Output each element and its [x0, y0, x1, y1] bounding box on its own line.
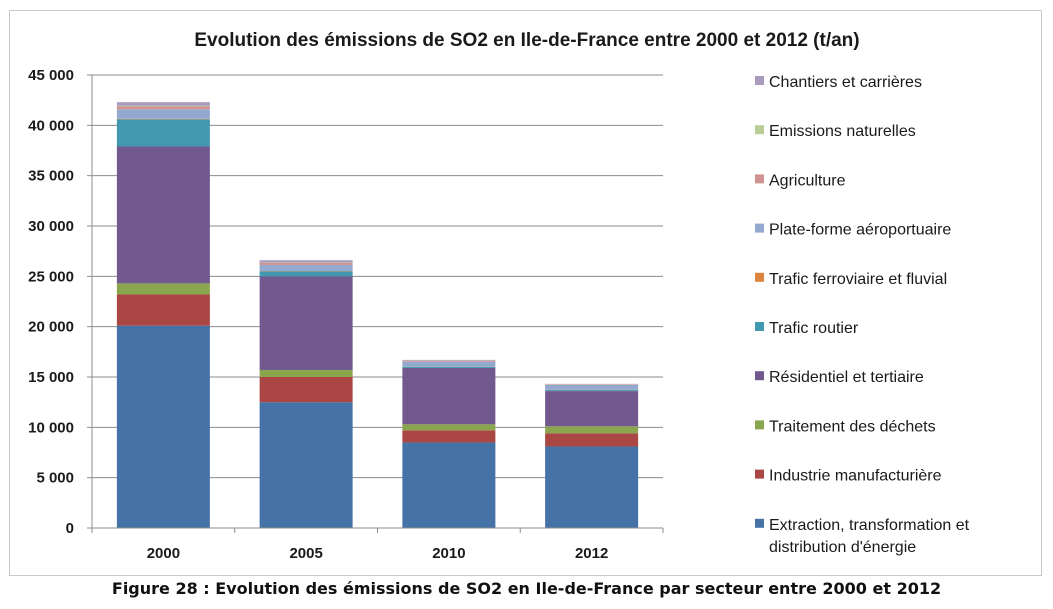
bar-segment	[116, 109, 210, 119]
bar-segment	[402, 424, 496, 431]
legend-label: Trafic routier	[769, 320, 859, 337]
bar-segment	[259, 377, 353, 403]
legend: Chantiers et carrières Emissions naturell…	[755, 74, 970, 556]
y-tick-label: 5 000	[36, 470, 74, 487]
legend-label: Emissions naturelles	[769, 123, 916, 140]
y-tick-label: 25 000	[28, 268, 74, 285]
x-tick-label: 2000	[147, 545, 180, 562]
bar-segment	[116, 106, 210, 110]
bar-segment	[402, 430, 496, 443]
bar-segment	[116, 102, 210, 106]
legend-swatch	[755, 174, 764, 184]
bar-segment	[402, 360, 496, 362]
bar-segment	[116, 119, 210, 147]
bar-segment	[545, 384, 639, 390]
bar-segment	[402, 359, 496, 361]
bar-segment	[259, 402, 353, 528]
legend-swatch	[755, 469, 764, 479]
figure-caption: Figure 28 : Evolution des émissions de S…	[111, 579, 942, 598]
bar-segment	[116, 294, 210, 326]
bar-segment	[545, 390, 639, 392]
y-tick-label: 20 000	[28, 319, 74, 336]
y-axis-ticks: 0 5 000 10 000 15 000 20 000 25 000 30 000 35 0…	[28, 67, 92, 537]
legend-swatch	[755, 272, 764, 282]
legend-swatch	[755, 223, 764, 233]
bar-segment	[259, 369, 353, 377]
x-tick-label: 2012	[575, 545, 608, 562]
y-tick-label: 40 000	[28, 117, 74, 134]
bar-segment	[402, 442, 496, 528]
bar-segment	[116, 325, 210, 528]
y-tick-label: 45 000	[28, 67, 74, 84]
chart-title: Evolution des émissions de SO2 en Ile-de…	[194, 30, 859, 51]
legend-label: Industrie manufacturière	[769, 468, 942, 485]
bar-segment	[259, 264, 353, 271]
bar-segment	[259, 260, 353, 263]
x-tick-label: 2005	[289, 545, 322, 562]
legend-swatch	[755, 371, 764, 381]
legend-label: Chantiers et carrières	[769, 74, 922, 91]
y-tick-label: 10 000	[28, 419, 74, 436]
legend-swatch	[755, 76, 764, 85]
bars	[116, 102, 639, 528]
bar-segment	[116, 146, 210, 284]
bar-segment	[402, 367, 496, 425]
legend-label: Traitement des déchets	[769, 418, 936, 435]
x-axis-ticks: 2000 2005 2010 2012	[91, 528, 664, 562]
legend-swatch	[755, 125, 764, 135]
bar-segment	[116, 283, 210, 295]
legend-label: Plate-forme aéroportuaire	[769, 222, 951, 239]
legend-label: Résidentiel et tertiaire	[769, 369, 924, 386]
legend-swatch	[755, 420, 764, 430]
bar-segment	[259, 276, 353, 370]
legend-label: Extraction, transformation et distributio…	[769, 517, 970, 556]
bar-segment	[545, 391, 639, 427]
y-tick-label: 35 000	[28, 168, 74, 185]
y-tick-label: 15 000	[28, 369, 74, 386]
bar-segment	[402, 361, 496, 367]
bar-segment	[116, 118, 210, 120]
bar-segment	[116, 105, 210, 107]
bar-segment	[545, 433, 639, 447]
bar-segment	[545, 426, 639, 434]
y-tick-label: 0	[66, 520, 74, 537]
bar-segment	[259, 262, 353, 265]
bar-segment	[545, 446, 639, 528]
bar-segment	[259, 271, 353, 277]
legend-label: Trafic ferroviaire et fluvial	[769, 271, 947, 288]
bar-segment	[545, 384, 639, 385]
legend-label: Agriculture	[769, 172, 846, 189]
y-tick-label: 30 000	[28, 218, 74, 235]
chart: Evolution des émissions de SO2 en Ile-de…	[28, 30, 970, 562]
legend-swatch	[755, 322, 764, 331]
bar-segment	[402, 366, 496, 368]
x-tick-label: 2010	[432, 545, 465, 562]
legend-swatch	[755, 518, 764, 528]
